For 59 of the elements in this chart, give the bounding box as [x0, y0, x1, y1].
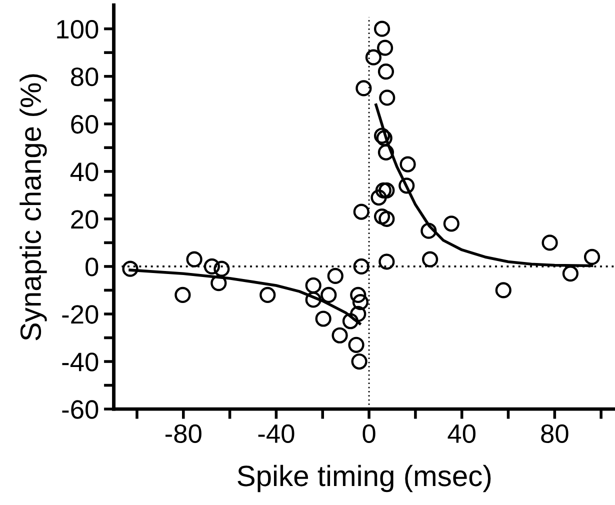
point: [420, 222, 437, 239]
point: [378, 144, 394, 160]
point: [365, 49, 382, 66]
point: [374, 208, 390, 225]
y-tick-label: 60: [71, 115, 98, 134]
point: [315, 310, 332, 327]
point: [443, 216, 460, 232]
y-tick-label: 20: [71, 210, 98, 229]
point: [348, 336, 364, 353]
point: [350, 306, 366, 322]
point: [376, 40, 394, 56]
point: [214, 260, 230, 277]
point: [305, 277, 322, 294]
point: [204, 258, 220, 275]
point: [353, 258, 370, 275]
point: [562, 266, 578, 282]
y-tick-label: -40: [62, 352, 98, 372]
y-tick-label: -60: [62, 400, 98, 419]
point: [422, 251, 438, 268]
y-tick-label: 80: [70, 67, 98, 86]
point: [379, 90, 396, 106]
point: [260, 286, 276, 304]
point: [210, 275, 227, 292]
x-tick-label: 40: [448, 424, 476, 444]
x-axis-title: Spike timing (msec): [238, 464, 491, 492]
point: [378, 254, 395, 270]
point: [542, 234, 558, 251]
x-tick-label: 80: [541, 424, 568, 444]
y-tick-label: -20: [62, 305, 98, 324]
point: [327, 268, 344, 284]
point: [350, 286, 366, 304]
point: [370, 189, 387, 206]
point: [584, 248, 600, 266]
point: [305, 292, 322, 308]
point: [374, 20, 390, 37]
point: [122, 260, 138, 277]
y-tick-label: 100: [57, 20, 98, 39]
y-axis-title: Synaptic change (%): [20, 74, 47, 340]
point: [398, 178, 415, 194]
point: [378, 182, 395, 198]
y-tick-label: 0: [86, 258, 98, 276]
point: [352, 294, 368, 310]
point: [353, 204, 370, 220]
x-tick-label: 0: [362, 424, 376, 444]
point: [342, 313, 359, 330]
point: [186, 251, 202, 268]
point: [351, 353, 368, 370]
y-tick-label: 40: [70, 162, 98, 182]
point: [332, 327, 348, 344]
point: [400, 156, 416, 172]
point: [378, 210, 395, 227]
point: [174, 286, 191, 304]
x-tick-label: -40: [258, 424, 294, 444]
point: [495, 282, 512, 298]
x-tick-label: -80: [165, 424, 202, 444]
point: [320, 286, 337, 304]
point: [378, 64, 394, 80]
point: [375, 182, 392, 198]
point: [356, 80, 372, 96]
